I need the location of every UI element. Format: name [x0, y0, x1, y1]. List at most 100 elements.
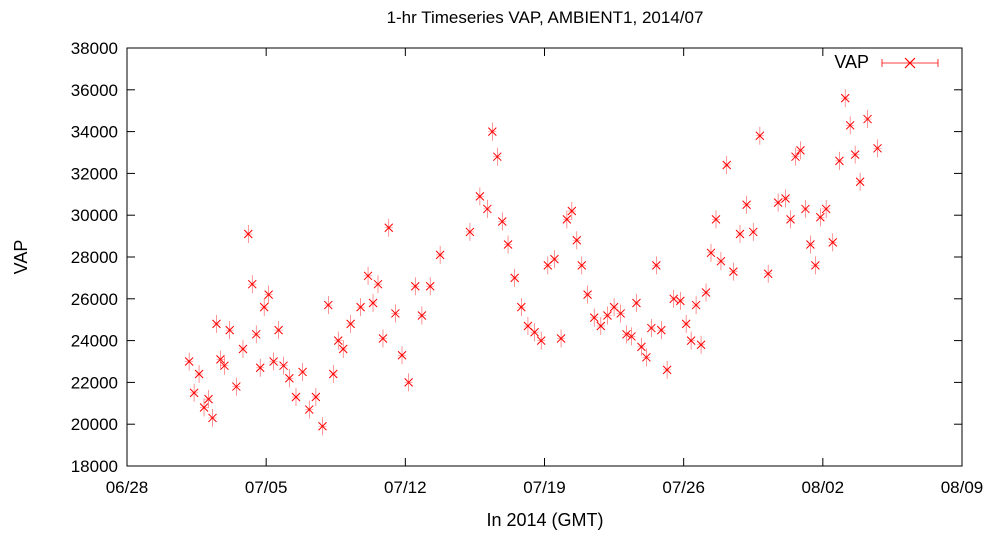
data-point [311, 388, 321, 407]
data-point [285, 369, 294, 388]
data-point [815, 208, 825, 227]
data-point [482, 199, 492, 218]
data-point [763, 264, 773, 283]
data-point [194, 365, 204, 384]
data-point [269, 352, 278, 371]
data-point [556, 329, 566, 348]
data-point [435, 245, 445, 264]
y-tick-label: 32000 [71, 164, 118, 183]
data-point [735, 225, 745, 244]
data-point [274, 321, 283, 340]
data-point [729, 262, 738, 281]
data-point [681, 314, 691, 333]
data-point [637, 337, 646, 356]
data-point [801, 199, 810, 218]
data-point [647, 319, 656, 338]
data-point [410, 277, 420, 296]
data-point [384, 218, 394, 237]
data-point [475, 187, 485, 206]
data-point [850, 145, 860, 164]
y-tick-label: 26000 [71, 290, 118, 309]
data-point [669, 289, 679, 308]
data-point [255, 358, 265, 377]
data-point [247, 275, 257, 294]
data-point [603, 306, 612, 325]
data-point [503, 235, 513, 254]
data-point [796, 141, 805, 160]
data-point [632, 293, 641, 312]
data-point [589, 308, 599, 327]
data-point [567, 202, 577, 221]
y-tick-label: 28000 [71, 248, 118, 267]
y-tick-label: 38000 [71, 39, 118, 58]
data-point [243, 225, 253, 244]
data-point [259, 298, 269, 317]
data-point [368, 293, 378, 312]
y-axis: 18000 20000 22000 24000 26000 28000 30000 32000… [71, 39, 962, 476]
data-point [291, 388, 301, 407]
data-point [208, 408, 217, 427]
data-point [821, 199, 831, 218]
data-point [550, 250, 559, 269]
data-point [204, 390, 213, 409]
data-point [596, 316, 606, 335]
data-point [536, 331, 546, 350]
data-point [572, 231, 582, 250]
data-point [642, 348, 651, 367]
data-point [492, 147, 502, 166]
data-point [662, 360, 672, 379]
data-point [212, 314, 221, 333]
y-tick-label: 34000 [71, 123, 118, 142]
x-axis-label: In 2014 (GMT) [486, 510, 603, 530]
x-tick-label: 07/12 [384, 478, 427, 497]
data-point [562, 210, 572, 229]
data-point [656, 321, 666, 340]
data-point [465, 222, 475, 241]
legend-label-vap: VAP [834, 52, 869, 72]
data-point [279, 356, 288, 375]
data-point [840, 89, 850, 108]
data-point [220, 356, 229, 375]
data-point [755, 126, 765, 145]
data-point [675, 291, 685, 310]
y-axis-label: VAP [11, 240, 31, 275]
data-point [691, 296, 701, 315]
data-point [863, 110, 872, 129]
y-tick-label: 36000 [71, 81, 118, 100]
data-point [873, 139, 882, 158]
data-point [583, 285, 592, 304]
data-point [199, 398, 209, 417]
chart-title: 1-hr Timeseries VAP, AMBIENT1, 2014/07 [387, 8, 704, 27]
data-point [238, 339, 248, 358]
data-point [577, 256, 587, 275]
x-tick-label: 07/19 [523, 478, 566, 497]
data-point [378, 329, 388, 348]
data-point [264, 285, 274, 304]
data-point [333, 331, 343, 350]
x-tick-label: 07/05 [245, 478, 288, 497]
data-point [497, 212, 507, 231]
data-point [304, 400, 314, 419]
data-point [806, 235, 815, 254]
data-point [627, 327, 636, 346]
data-points [184, 89, 882, 436]
data-point [773, 193, 783, 212]
data-point [716, 252, 726, 271]
data-point [696, 335, 706, 354]
data-point [373, 275, 383, 294]
y-tick-label: 22000 [71, 373, 118, 392]
data-point [363, 266, 373, 285]
data-point [855, 172, 865, 191]
data-point [651, 256, 661, 275]
data-point [318, 417, 327, 436]
data-point [711, 210, 721, 229]
x-tick-label: 06/28 [106, 478, 149, 497]
data-point [791, 147, 800, 166]
data-point [742, 195, 751, 214]
data-point [338, 339, 348, 358]
plot-area-frame [126, 47, 963, 467]
x-axis: 06/28 07/05 07/12 07/19 07/26 08/02 08/09 [106, 48, 983, 497]
data-point [487, 122, 497, 141]
data-point [356, 298, 365, 317]
legend-marker-x [904, 57, 916, 69]
